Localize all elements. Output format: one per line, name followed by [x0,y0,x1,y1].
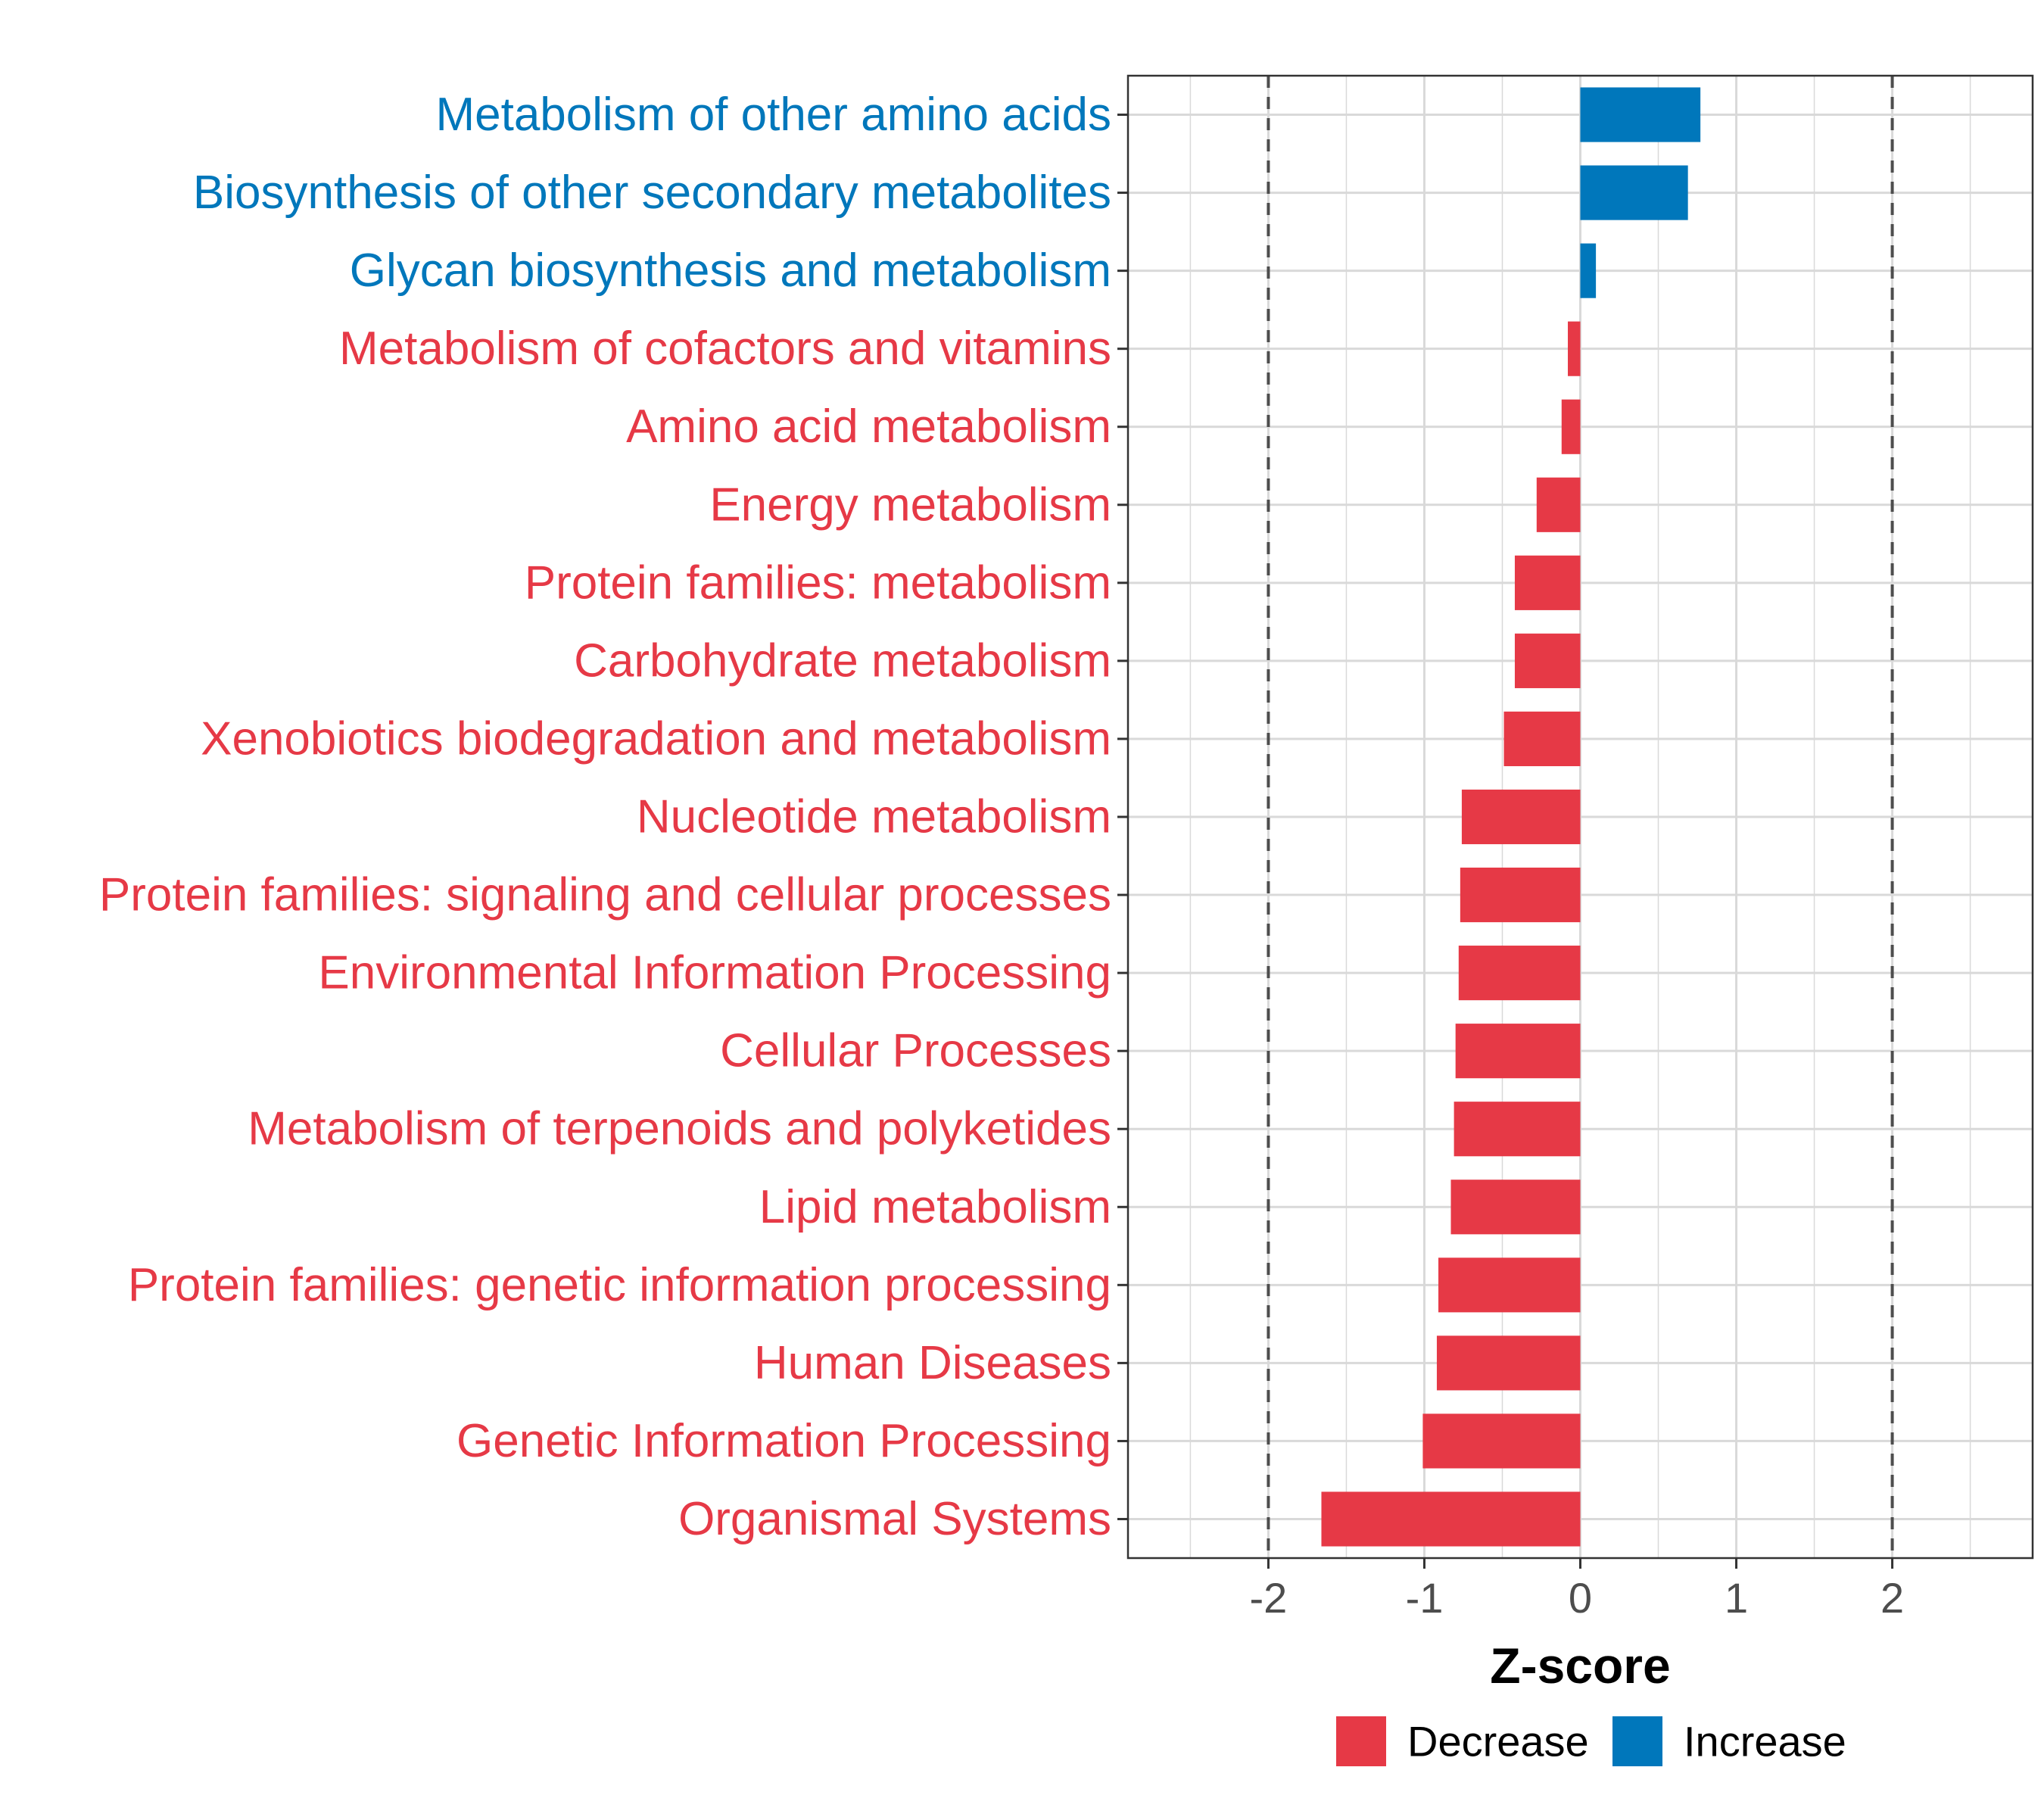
y-axis-ticks [1117,114,1128,1520]
category-label: Protein families: signaling and cellular… [99,869,1111,921]
bar [1455,1024,1581,1079]
bar [1536,477,1581,532]
category-label: Protein families: metabolism [525,556,1111,609]
bar [1580,165,1688,220]
category-label: Lipid metabolism [759,1181,1111,1233]
bar [1458,946,1581,1001]
x-tick-label: -2 [1250,1574,1288,1622]
category-label: Biosynthesis of other secondary metaboli… [193,167,1111,219]
bar [1514,633,1581,688]
category-label: Nucleotide metabolism [637,791,1111,843]
x-tick-label: 1 [1725,1574,1748,1622]
x-axis-ticks [1267,1558,1894,1569]
bar [1321,1491,1581,1547]
bar [1503,711,1581,767]
bars [1321,87,1701,1547]
bar [1460,867,1581,923]
legend-label: Increase [1684,1718,1846,1766]
category-label: Carbohydrate metabolism [574,634,1111,687]
category-label: Metabolism of terpenoids and polyketides [248,1103,1111,1155]
x-tick-label: 0 [1569,1574,1592,1622]
legend-label: Decrease [1407,1718,1589,1766]
bar [1561,399,1581,454]
x-tick-label: 2 [1880,1574,1904,1622]
category-label: Organismal Systems [678,1493,1111,1545]
bar [1514,555,1581,610]
legend: Decrease Increase [1336,1716,1846,1766]
category-label: Glycan biosynthesis and metabolism [350,245,1111,297]
category-label: Metabolism of cofactors and vitamins [339,323,1111,375]
x-axis-tick-labels: -2 -1 0 1 2 [1250,1574,1905,1622]
bar [1436,1335,1581,1391]
reference-lines [1267,76,1894,1558]
category-label: Protein families: genetic information pr… [128,1259,1111,1311]
legend-swatch [1612,1716,1662,1766]
y-axis-labels: Metabolism of other amino acids Biosynthe… [99,89,1111,1545]
category-label: Metabolism of other amino acids [435,89,1111,141]
bar [1461,789,1581,845]
category-label: Environmental Information Processing [318,947,1111,999]
bar [1568,321,1581,376]
category-label: Energy metabolism [709,478,1111,531]
category-label: Cellular Processes [720,1025,1111,1077]
category-label: Amino acid metabolism [626,400,1111,453]
bar [1580,243,1597,298]
category-label: Human Diseases [754,1337,1111,1389]
bar [1450,1180,1581,1235]
x-axis-title: Z-score [1490,1638,1670,1694]
bar [1438,1258,1581,1313]
bar [1454,1102,1581,1157]
bar [1580,87,1701,142]
category-label: Xenobiotics biodegradation and metabolis… [201,712,1111,765]
category-label: Genetic Information Processing [456,1415,1111,1467]
x-tick-label: -1 [1406,1574,1444,1622]
legend-swatch [1336,1716,1386,1766]
bar [1422,1413,1581,1469]
